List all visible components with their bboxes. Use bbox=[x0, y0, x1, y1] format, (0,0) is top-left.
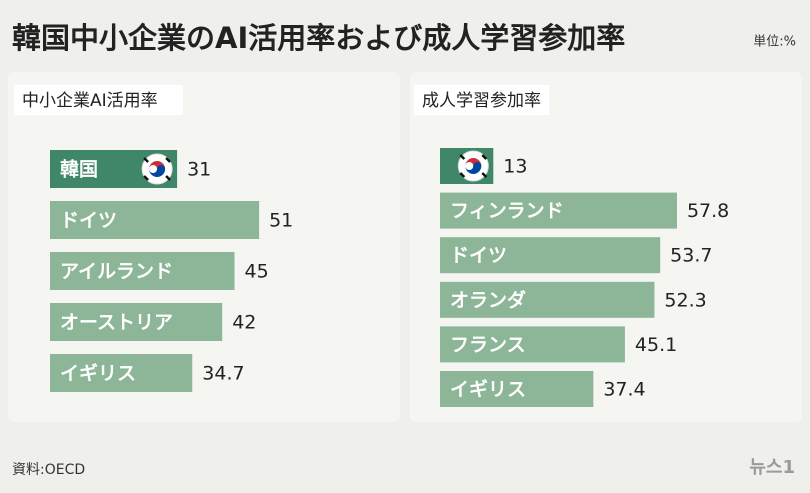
value-label: 52.3 bbox=[664, 289, 706, 311]
category-label: アイルランド bbox=[60, 261, 173, 283]
category-label: イギリス bbox=[450, 379, 526, 401]
unit-label: 単位:% bbox=[753, 34, 796, 50]
flag-blue bbox=[149, 165, 166, 177]
flag-trigram bbox=[165, 175, 171, 181]
bar bbox=[440, 281, 655, 318]
category-label: ドイツ bbox=[450, 245, 507, 267]
category-label: フランス bbox=[450, 334, 526, 356]
flag-trigram bbox=[459, 172, 466, 178]
flag-blue bbox=[465, 162, 482, 174]
value-label: 45 bbox=[245, 261, 269, 283]
bar bbox=[440, 192, 677, 229]
value-label: 42 bbox=[232, 312, 256, 334]
flag-trigram bbox=[143, 175, 149, 181]
category-label: 韓国 bbox=[60, 158, 98, 181]
value-label: 34.7 bbox=[202, 363, 244, 385]
bar bbox=[440, 326, 625, 363]
category-label: オーストリア bbox=[60, 312, 173, 334]
subtitle-box bbox=[414, 85, 549, 115]
flag-trigram bbox=[165, 157, 171, 163]
bar bbox=[440, 237, 661, 274]
flag-trigram bbox=[143, 157, 149, 163]
value-label: 51 bbox=[269, 210, 293, 232]
value-label: 53.7 bbox=[670, 245, 712, 267]
category-label: オランダ bbox=[450, 288, 526, 311]
category-label: ドイツ bbox=[60, 210, 117, 232]
bar bbox=[50, 303, 223, 341]
bar bbox=[50, 252, 235, 290]
category-label: フィンランド bbox=[450, 200, 564, 222]
value-label: 31 bbox=[187, 159, 211, 181]
flag-icon bbox=[457, 150, 489, 182]
flag-trigram bbox=[459, 154, 466, 160]
value-label: 13 bbox=[503, 156, 527, 178]
category-label: イギリス bbox=[60, 363, 136, 385]
flag-trigram bbox=[481, 172, 488, 178]
page-title: 韓国中小企業のAI活用率および成人学習参加率 bbox=[12, 21, 625, 55]
logo: 뉴스1 bbox=[749, 457, 795, 478]
value-label: 37.4 bbox=[603, 379, 645, 401]
chart-subtitle: 中小企業AI活用率 bbox=[22, 91, 158, 111]
chart-subtitle: 成人学習参加率 bbox=[422, 91, 541, 111]
bar bbox=[50, 354, 193, 392]
value-label: 45.1 bbox=[635, 334, 677, 356]
source-label: 資料:OECD bbox=[12, 462, 85, 478]
value-label: 57.8 bbox=[687, 200, 729, 222]
flag-trigram bbox=[481, 154, 488, 160]
flag-icon bbox=[141, 153, 173, 185]
subtitle-box bbox=[14, 85, 183, 115]
bar bbox=[440, 371, 594, 407]
bar bbox=[50, 201, 260, 239]
